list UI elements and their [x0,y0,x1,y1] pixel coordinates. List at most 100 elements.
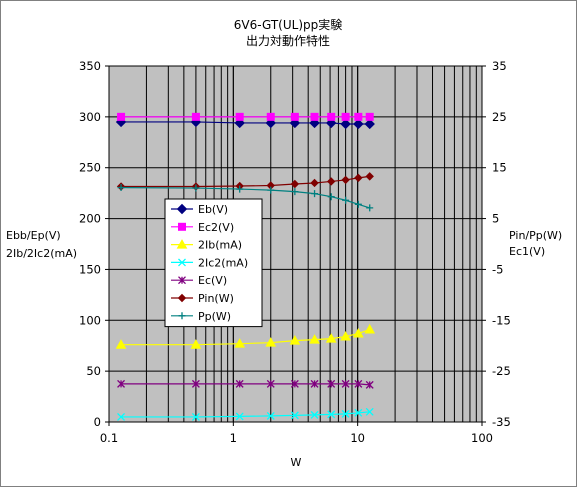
data-point-ec-v [290,379,299,388]
y-right-tick-label: 35 [492,59,507,73]
data-point-2ic2-ma [310,410,319,419]
series-line-pp-w [121,186,370,209]
data-point-ec-v [327,379,336,388]
data-point-2ic2-ma [354,408,363,417]
data-point-2ic2-ma [290,411,299,420]
data-point-pp-w [291,188,299,196]
series-ec2-v [117,112,374,121]
data-point-pin-w [290,179,300,189]
y-left-tick-label: 300 [79,110,101,124]
y-right-tick-label: -15 [492,313,511,327]
data-point-pin-w [341,175,350,185]
data-point-ec2-v [235,112,244,121]
y-left-tick-label: 250 [79,161,101,175]
data-point-pin-w [310,178,319,188]
series-ec-v [117,379,374,389]
series-line-pin-w [121,175,370,188]
data-point-2ib-ma [364,323,376,334]
y-left-tick-label: 200 [79,212,101,226]
y-left-tick-label: 50 [86,364,101,378]
data-point-2ib-ma [309,334,320,344]
data-point-ec2-v [365,112,374,121]
data-point-2ic2-ma [341,409,350,418]
series-2ic2-ma [117,407,374,421]
legend-label-eb-v: Eb(V) [198,203,228,216]
chart-title: 出力対動作特性 [246,33,330,48]
y-left-axis-label: 2Ib/2Ic2(mA) [6,247,77,260]
y-right-axis-label: Ec1(V) [509,245,545,258]
data-point-pp-w [117,184,125,192]
x-tick-label: 1 [230,431,237,445]
y-right-tick-label: 5 [492,212,499,226]
data-point-2ic2-ma [266,411,275,420]
data-point-pp-w [366,204,374,212]
data-point-2ib-ma [325,333,337,343]
y-left-tick-label: 0 [94,415,101,429]
series-line-ec-v [121,383,370,386]
data-point-ec-v [117,379,126,388]
data-point-eb-v [364,118,375,130]
legend-marker-2ic2-ma [178,258,186,267]
data-point-ec-v [341,379,350,388]
legend-marker-2ib-ma [176,239,188,249]
data-point-2ib-ma [190,339,202,349]
data-point-pp-w [311,190,319,198]
data-point-pp-w [342,196,350,204]
data-point-ec2-v [310,112,319,121]
data-point-2ic2-ma [327,410,336,419]
series-2ib-ma [115,323,376,349]
data-point-2ic2-ma [117,412,126,421]
data-point-2ib-ma [340,331,351,341]
data-point-ec-v [191,379,200,388]
x-tick-label: 0.1 [100,431,118,445]
legend: Eb(V) Ec2(V) 2Ib(mA) 2Ic2(mA) Ec(V) Pin(W) Pp(… [164,198,263,328]
data-point-2ib-ma [265,337,277,347]
data-point-ec-v [354,379,363,388]
data-point-ec2-v [266,112,275,121]
data-point-ec2-v [191,112,200,121]
data-point-ec2-v [290,112,299,121]
data-point-2ic2-ma [235,412,244,421]
legend-marker-ec2-v [178,222,186,231]
data-point-eb-v [353,118,364,130]
y-right-tick-label: 25 [492,110,507,124]
series-line-2ib-ma [121,328,370,346]
legend-label-2ib-ma: 2Ib(mA) [198,239,242,252]
data-point-2ib-ma [234,338,246,348]
series-pp-w [117,184,374,212]
legend-label-ec2-v: Ec2(V) [198,221,234,234]
data-point-ec-v [235,379,244,388]
data-point-pp-w [267,186,275,194]
data-point-2ic2-ma [365,407,374,416]
legend-marker-pin-w [177,293,187,303]
data-point-ec-v [310,379,319,388]
data-point-pp-w [192,184,200,192]
data-point-eb-v [340,118,351,130]
y-right-tick-label: -25 [492,364,511,378]
y-left-axis-label: Ebb/Ep(V) [6,229,61,242]
y-left-tick-label: 150 [79,262,101,276]
series-line-2ic2-ma [121,411,370,418]
y-right-tick-label: -5 [492,262,503,276]
legend-label-pp-w: Pp(W) [198,310,231,323]
series-layer [115,112,376,421]
x-tick-label: 100 [471,431,493,445]
data-point-ec-v [365,380,374,389]
y-left-tick-label: 100 [79,313,101,327]
x-axis-label: W [291,456,302,469]
data-point-2ib-ma [352,327,364,338]
legend-label-2ic2-ma: 2Ic2(mA) [198,256,248,269]
data-point-pp-w [327,193,335,201]
data-point-ec2-v [341,112,350,121]
legend-label-ec-v: Ec(V) [198,274,227,287]
data-point-2ic2-ma [191,412,200,421]
data-point-2ib-ma [115,339,127,349]
x-tick-label: 10 [350,431,365,445]
data-point-pin-w [365,172,374,181]
legend-marker-pp-w [178,312,186,320]
y-right-axis-label: Pin/Pp(W) [509,229,562,242]
y-left-tick-label: 350 [79,59,101,73]
legend-marker-eb-v [176,203,188,215]
